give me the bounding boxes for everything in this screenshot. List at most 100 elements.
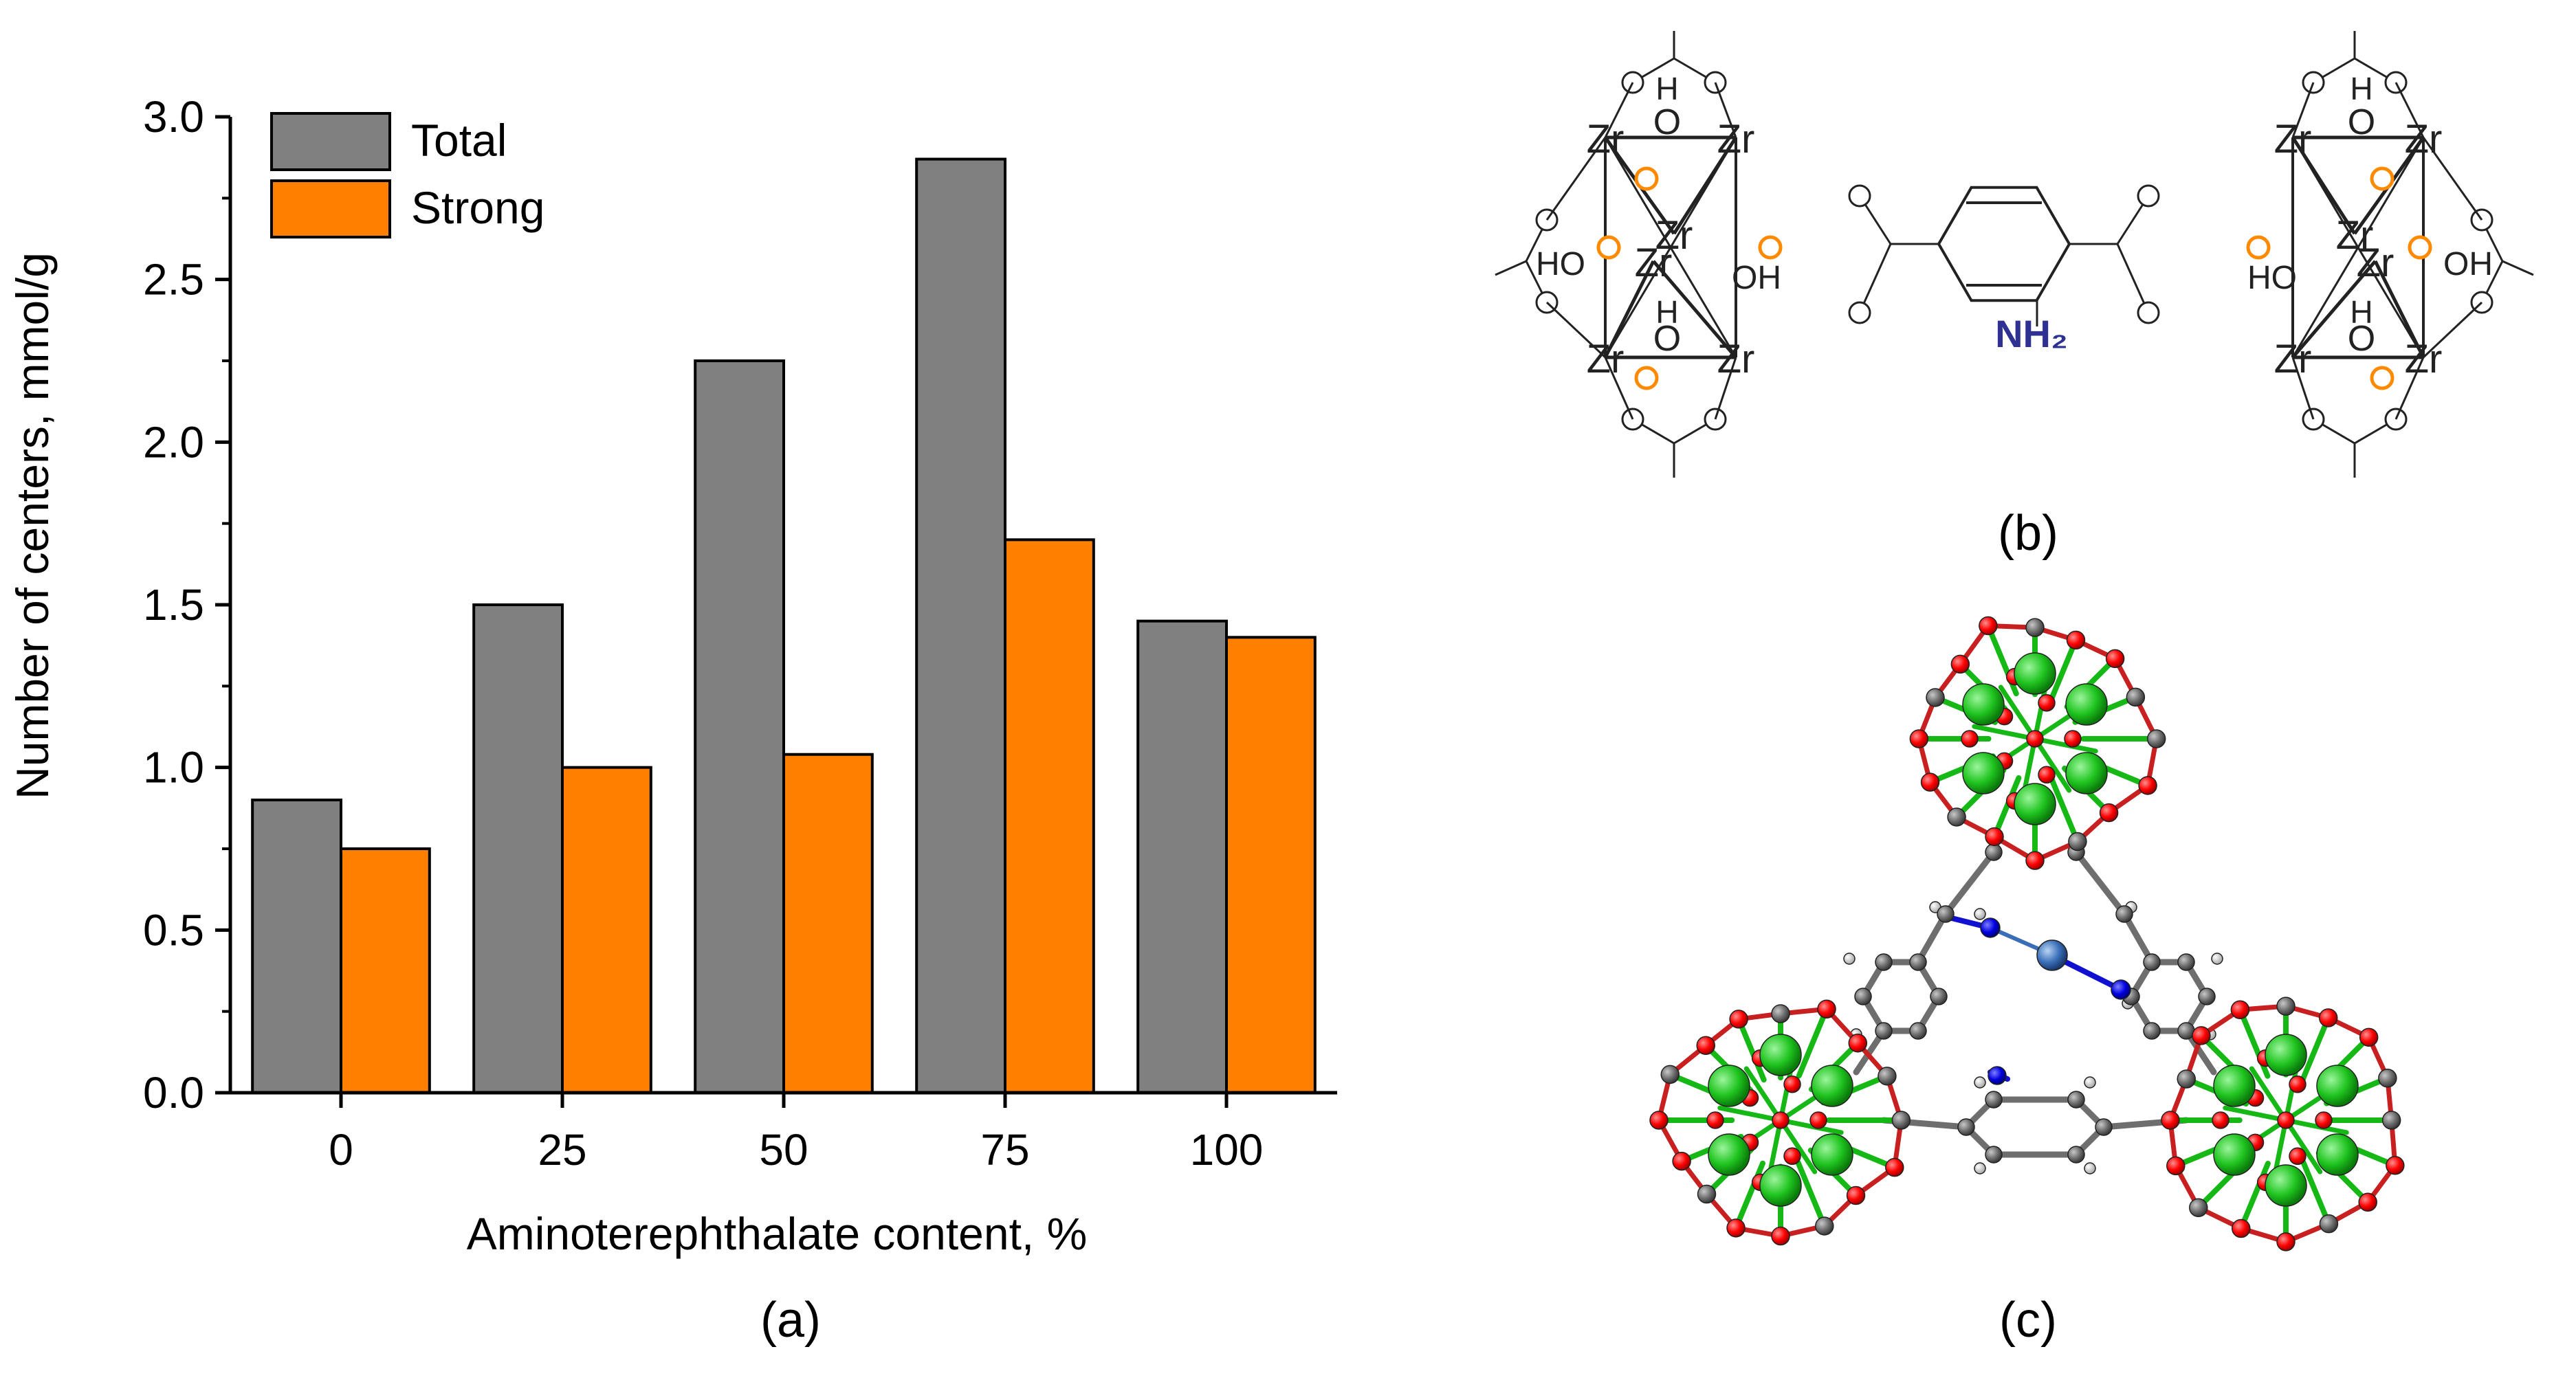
carbon-atom	[1891, 1111, 1911, 1130]
carbon-atom	[1909, 1022, 1927, 1040]
zr-o-bond	[2032, 736, 2072, 793]
linker-bond	[1942, 849, 1997, 917]
carbon-atom	[1985, 1091, 2003, 1109]
oxygen-atom	[2289, 1147, 2307, 1166]
oxygen-atom	[1817, 999, 1836, 1019]
zr-label: Zr	[1587, 117, 1625, 162]
zr-o-bond	[1998, 685, 2038, 742]
carbon-atom	[2115, 905, 2133, 923]
oxygen-atom	[1846, 1186, 1866, 1205]
zr-o-bond	[1733, 1160, 1766, 1231]
o-label: O	[1653, 102, 1681, 142]
oxygen-atom	[2064, 730, 2082, 748]
panel-label-c: (c)	[1999, 1293, 2057, 1348]
nitrogen-atom	[1980, 917, 2001, 938]
zirconium-atom	[2065, 683, 2108, 726]
carbon-atom	[1697, 1184, 1717, 1204]
zr-o-bond	[1778, 1117, 1818, 1175]
zr-o-bond	[1796, 1006, 1830, 1079]
oxygen-atom	[2232, 1218, 2251, 1238]
bond-line	[2422, 137, 2483, 221]
x-axis-label: Aminoterephthalate content, %	[467, 1208, 1088, 1259]
legend-label-total: Total	[411, 115, 507, 166]
metal-ion	[2036, 939, 2068, 971]
carbon-atom	[2068, 832, 2087, 852]
zirconium-atom	[2014, 652, 2056, 695]
zirconium-atom	[1962, 683, 2005, 726]
bond-line	[1545, 137, 1607, 221]
linker-bond	[2073, 849, 2128, 917]
bond-line	[1604, 82, 1634, 138]
hydroxyl-label: OH	[1732, 260, 1781, 296]
oxygen-atom	[1783, 1075, 1801, 1093]
oxygen-atom	[2105, 649, 2125, 669]
oxygen-atom	[2161, 1111, 2180, 1130]
zirconium-atom	[1759, 1164, 1802, 1207]
zirconium-atom	[2014, 783, 2056, 825]
oxygen-ring	[2137, 301, 2160, 324]
carbon-atom	[1854, 988, 1872, 1005]
oxygen-atom	[1848, 1033, 1868, 1053]
carbon-atom	[1985, 1146, 2003, 1164]
bond-line	[2422, 301, 2483, 359]
oxygen-atom	[1696, 1036, 1715, 1055]
bar-strong-0	[340, 847, 431, 1094]
zr-o-bond	[1972, 724, 2038, 742]
carbon-atom	[1909, 953, 1927, 971]
bar-strong-75	[1004, 538, 1095, 1094]
y-tick-label: 1.0	[143, 743, 204, 792]
oxygen-atom	[1885, 1157, 1904, 1177]
carbon-atom	[2143, 1022, 2161, 1040]
oxygen-atom	[2315, 1111, 2333, 1129]
ball-and-stick-model	[1649, 616, 2405, 1251]
carbon-atom	[1878, 1067, 1897, 1086]
zr-label: Zr	[2274, 337, 2312, 381]
hydrogen-atom	[1974, 908, 1986, 920]
carbon-atom	[1985, 843, 2003, 861]
bond-line	[1714, 82, 1737, 138]
bond-line	[2291, 357, 2315, 420]
zr-o-bond	[2283, 1117, 2349, 1135]
amine-label: NH₂	[1995, 312, 2068, 355]
carbon-atom	[2189, 1198, 2208, 1217]
hydroxyl-label: HO	[1536, 246, 1585, 282]
zirconium-atom	[2316, 1065, 2359, 1107]
carbon-atom	[1875, 953, 1893, 971]
oxygen-atom	[1920, 772, 1940, 792]
oxygen-ring	[2137, 184, 2160, 208]
oxygen-atom	[2359, 1027, 2379, 1047]
carbon-atom	[2126, 687, 2146, 707]
x-tick-label: 50	[759, 1125, 808, 1175]
benzene-ring	[1937, 186, 2071, 302]
zirconium-atom	[1811, 1065, 1853, 1107]
highlight-oxygen	[2370, 366, 2395, 390]
zr-o-bond	[2300, 1014, 2331, 1082]
carbon-atom	[1937, 905, 1955, 923]
carbon-atom	[1930, 988, 1948, 1005]
zr-label: Zr	[1635, 241, 1673, 285]
zirconium-atom	[2065, 752, 2108, 794]
bond-line	[2373, 260, 2425, 359]
oxygen-atom	[2212, 1111, 2230, 1129]
bar-total-0	[251, 799, 343, 1094]
zr-o-bond	[2283, 1117, 2323, 1175]
zr-o-bond	[2249, 1066, 2289, 1123]
bond-line	[2291, 260, 2377, 359]
zirconium-atom	[1708, 1133, 1750, 1176]
oxygen-atom	[2066, 630, 2086, 650]
legend-swatch-total	[270, 112, 391, 171]
highlight-oxygen	[2370, 166, 2395, 191]
oxygen-atom	[2318, 1008, 2338, 1027]
oxygen-atom	[1672, 1151, 1691, 1171]
bar-total-100	[1136, 619, 1228, 1094]
zr-o-bond	[2032, 736, 2098, 754]
carbon-atom	[2143, 953, 2161, 971]
linker-bond	[1915, 911, 1949, 966]
zr-o-bond	[2048, 637, 2079, 702]
oxygen-atom	[1772, 1111, 1790, 1129]
bar-strong-25	[561, 766, 652, 1094]
carbon-atom	[2095, 1118, 2113, 1136]
carbon-atom	[2381, 1111, 2401, 1130]
oxygen-atom	[1729, 1010, 1748, 1029]
